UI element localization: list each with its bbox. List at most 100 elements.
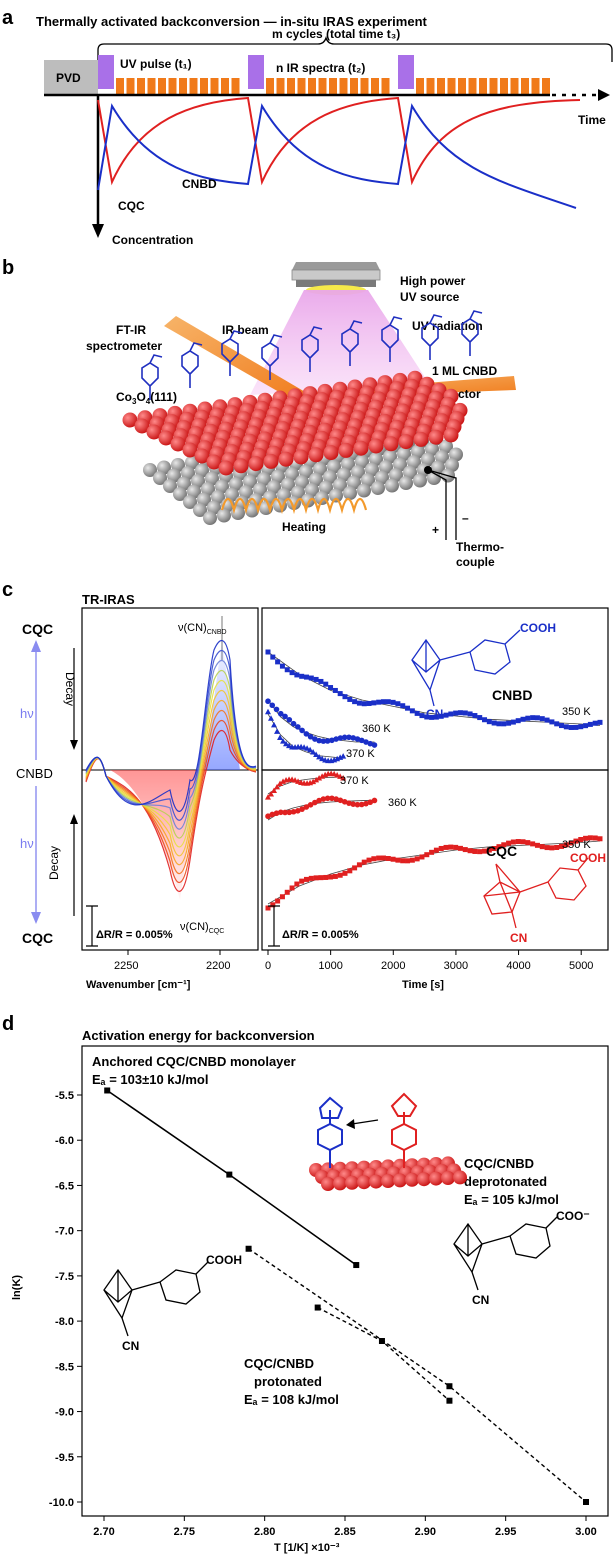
substrate-label: Co3O4(111) [116,390,177,406]
ir-spectrum-square [221,78,229,94]
co-atom [177,476,191,491]
kinetics-point [443,712,449,718]
thermocouple-minus: – [462,511,469,525]
cycles-label: m cycles (total time t₃) [272,27,400,41]
uv-pulse-2 [248,55,264,89]
kinetics-point [271,721,278,728]
co-atom [187,484,201,499]
cn-d-left-label: CN [122,1339,139,1353]
kinetics-point [307,802,314,808]
x-tick-label: 3.00 [575,1526,596,1538]
kinetics-point [405,858,411,864]
kinetics-point [358,801,365,808]
co-atom [173,487,187,501]
uv-source-label: UV source [400,290,460,304]
ir-spectrum-square [189,78,198,94]
kinetics-point [294,672,300,678]
kinetics-point [525,715,531,721]
kinetics-point [482,848,488,854]
co-atom [163,479,177,493]
surface-atom [333,1176,347,1191]
co-atom [435,450,449,464]
arrhenius-point [314,1304,321,1311]
co-atom [421,452,435,467]
co-atom [215,479,229,494]
o-atom [170,436,186,452]
y-tick-label: -6.5 [55,1180,74,1192]
kinetics-point [356,700,362,706]
kinetics-point [380,699,386,705]
ir-spectrum-square [287,78,295,94]
kinetics-point [515,839,521,845]
kinetics-point [282,809,288,816]
ftir-label-1: FT-IR [116,323,146,337]
o-atom [134,418,150,434]
kinetics-point [568,724,574,730]
ir-beam-label: IR beam [222,323,269,337]
o-atom [194,448,210,464]
pvd-block [44,60,98,94]
kinetics-point [269,811,276,818]
o-atom [383,436,399,452]
scale-bar-left [86,905,98,947]
kinetics-point [409,708,415,714]
y-tick-label: -9.5 [55,1452,74,1464]
cn-bottom-label: CN [510,931,527,945]
arrhenius-xlabel: T [1/K] ×10⁻³ [274,1542,340,1554]
protonated-molecule [103,1261,209,1337]
o-atom [353,440,369,456]
y-tick-label: -8.5 [55,1361,74,1373]
o-atom [323,445,339,461]
kinetics-point [438,713,444,719]
wavenumber-label: Wavenumber [cm⁻¹] [86,979,191,991]
kinetics-point [275,898,281,904]
kinetics-point [313,776,320,783]
co-atom [193,503,207,517]
cnbd-molecule-icon [141,354,163,400]
kinetics-point [269,702,276,709]
kinetics-point [342,694,348,700]
arrhenius-point [226,1171,233,1178]
kinetics-point [320,738,327,744]
kinetics-point [337,773,344,779]
kinetics-point [307,746,314,753]
kinetics-point [308,675,314,681]
ir-beam-in [164,316,312,404]
kinetics-point [312,799,318,806]
mol-cqc-label: CQC [486,843,517,859]
co-atom [375,470,389,485]
kinetics-point [352,865,358,871]
kinetics-point [294,881,300,887]
o-atom [413,431,429,447]
kinetics-point [486,847,492,853]
decay-arrow-top-head [70,740,78,750]
prot-label-1: CQC/CNBD [244,1356,314,1371]
ir-spectrum-square [416,78,424,94]
o-atom [218,460,234,476]
kinetics-point [395,857,401,863]
kinetics-point [510,839,516,845]
kinetics-point [303,876,309,882]
co-atom [407,455,421,469]
o-atom [293,449,309,465]
cnbd-mid-label: CNBD [16,766,53,781]
kinetics-point [530,715,536,721]
ftir-label-2: spectrometer [86,339,162,353]
kinetics-point [289,885,295,891]
time-axis: 0 1000 2000 3000 4000 5000 [265,950,593,972]
panel-d-title: Activation energy for backconversion [82,1028,315,1043]
kinetics-point [573,724,579,730]
ir-spectrum-square [458,78,466,94]
kinetics-point [270,654,276,660]
kinetics-point [316,774,323,781]
kinetics-point [462,710,468,716]
co-atom [295,475,309,489]
ir-spectrum-square [426,78,435,94]
cnbd-molecule-icon [181,342,203,388]
decay-bottom-label: Decay [47,846,61,880]
kinetics-point [286,809,293,816]
co-atom [309,472,323,487]
kinetics-point [371,797,378,804]
kinetics-point [405,705,411,711]
panel-d: d Activation energy for backconversion A… [2,1013,609,1554]
